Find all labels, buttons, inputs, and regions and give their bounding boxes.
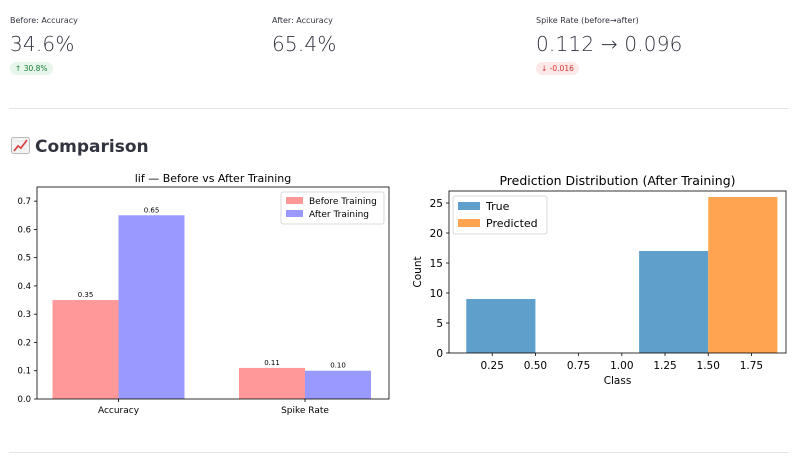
metric-value: 0.112 → 0.096: [536, 32, 683, 56]
x-tick-label: 0.25: [481, 360, 504, 372]
x-tick-label: Accuracy: [98, 406, 140, 416]
bar-after-training: [118, 215, 185, 399]
y-tick-label: 5: [436, 318, 443, 330]
metric-delta: ↓ -0.016: [536, 62, 579, 75]
histogram-bar-predicted: [708, 197, 778, 353]
bar-before-training: [239, 367, 305, 399]
bar-value-label: 0.35: [78, 291, 94, 299]
metric-value: 34.6%: [10, 32, 75, 56]
divider: [9, 452, 788, 453]
y-tick-label: 15: [430, 258, 443, 270]
metric-label: Before: Accuracy: [10, 16, 78, 25]
y-tick-label: 0.4: [17, 282, 31, 292]
y-tick-label: 0.7: [17, 197, 31, 207]
chart-increasing-icon: [11, 137, 30, 154]
legend-label: After Training: [309, 210, 369, 220]
bar-value-label: 0.10: [330, 362, 346, 370]
x-tick-label: 1.50: [697, 360, 720, 372]
y-tick-label: 0.1: [17, 367, 31, 377]
prediction-distribution-chart: Prediction Distribution (After Training)…: [412, 173, 787, 387]
metric-delta-value: -0.016: [549, 64, 574, 73]
arrow-up-icon: ↑: [15, 64, 22, 73]
metric-label: Spike Rate (before→after): [536, 16, 639, 25]
legend-swatch: [286, 197, 303, 204]
metric-spike-rate: Spike Rate (before→after) 0.112 → 0.096 …: [536, 16, 683, 75]
plot-frame: [448, 190, 787, 354]
metric-delta: ↑ 30.8%: [10, 62, 53, 75]
bar-after-training: [305, 370, 371, 399]
legend-swatch: [286, 210, 303, 217]
legend-label: True: [485, 200, 510, 213]
comparison-bar-chart: lif — Before vs After Training 0.35 0.11 0.…: [17, 172, 390, 416]
metric-after-accuracy: After: Accuracy 65.4%: [272, 16, 337, 56]
legend-swatch: [458, 219, 480, 227]
metric-label: After: Accuracy: [272, 16, 333, 25]
bar-value-label: 0.65: [144, 206, 160, 214]
y-tick-label: 0.2: [17, 338, 31, 348]
histogram-bar-true: [639, 251, 709, 353]
metric-value: 65.4%: [272, 32, 337, 56]
x-tick-label: 1.75: [740, 360, 763, 372]
section-heading: Comparison: [11, 137, 149, 157]
legend-label: Before Training: [309, 197, 377, 207]
metric-before-accuracy: Before: Accuracy 34.6% ↑ 30.8%: [10, 16, 78, 75]
x-axis-label: Class: [604, 375, 632, 387]
x-tick-label: Spike Rate: [281, 406, 329, 416]
metric-delta-value: 30.8%: [23, 64, 48, 73]
x-tick-label: 1.25: [653, 360, 676, 372]
chart-title: Prediction Distribution (After Training): [499, 173, 735, 188]
divider: [9, 108, 788, 109]
bar-before-training: [52, 300, 119, 399]
section-title: Comparison: [35, 137, 149, 157]
y-tick-label: 0.6: [17, 225, 31, 235]
y-tick-label: 0.0: [17, 395, 31, 405]
plot-frame: [36, 186, 390, 400]
y-tick-label: 25: [430, 198, 443, 210]
y-tick-label: 0.3: [17, 310, 31, 320]
legend-box: [280, 191, 385, 225]
y-tick-label: 0.5: [17, 254, 31, 264]
x-tick-label: 0.50: [524, 360, 547, 372]
legend-swatch: [458, 202, 480, 210]
x-tick-label: 1.00: [610, 360, 633, 372]
arrow-down-icon: ↓: [541, 64, 548, 73]
legend-label: Predicted: [486, 217, 538, 230]
y-axis-label: Count: [412, 256, 424, 287]
y-tick-label: 10: [430, 288, 443, 300]
x-tick-label: 0.75: [567, 360, 590, 372]
chart-title: lif — Before vs After Training: [135, 172, 292, 185]
bar-value-label: 0.11: [264, 359, 280, 367]
y-tick-label: 0: [436, 348, 443, 360]
y-tick-label: 20: [430, 228, 443, 240]
histogram-bar-true: [466, 299, 536, 353]
